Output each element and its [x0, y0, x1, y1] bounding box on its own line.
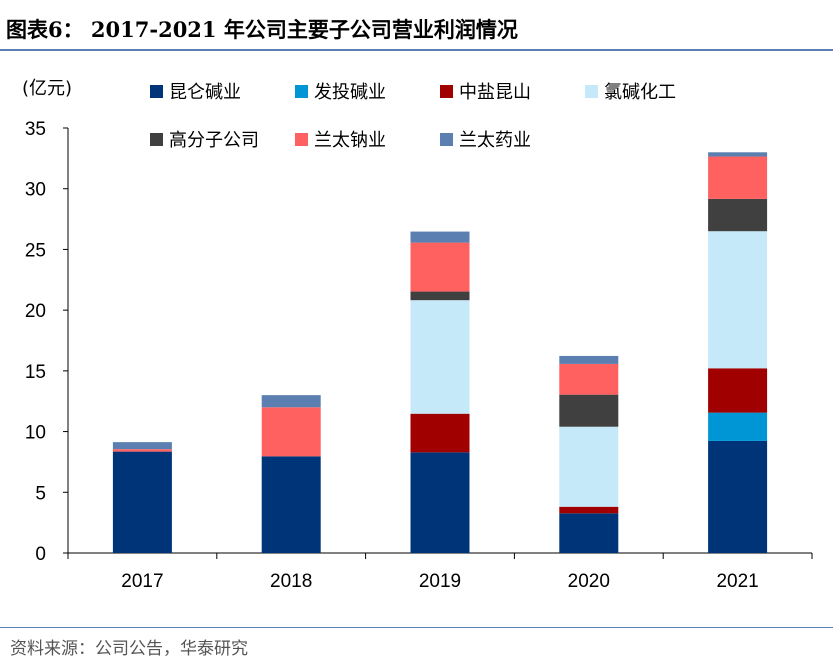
legend-item: 兰太钠业 [295, 126, 386, 152]
legend-label: 高分子公司 [169, 130, 259, 151]
bar-segment [261, 395, 321, 408]
y-axis-unit: (亿元) [22, 78, 73, 99]
source-note: 资料来源：公司公告，华泰研究 [10, 639, 248, 659]
bar-segment [559, 363, 619, 395]
legend-swatch [440, 132, 453, 146]
bar-segment [708, 152, 768, 157]
bar-segment [708, 440, 768, 553]
bar-segment [559, 506, 619, 514]
y-tick-label: 0 [35, 544, 46, 565]
bar-segment [410, 231, 470, 243]
y-tick-label: 20 [25, 301, 46, 322]
bar-segment [410, 300, 470, 414]
legend-item: 发投碱业 [295, 78, 386, 104]
y-tick-label: 15 [25, 362, 46, 383]
bar-segment [112, 451, 172, 553]
legend-item: 中盐昆山 [440, 78, 531, 104]
x-tick-label: 2021 [716, 571, 758, 592]
bar-segment [112, 449, 172, 452]
legend-label: 发投碱业 [314, 82, 386, 103]
x-tick-label: 2018 [270, 571, 312, 592]
bar-segment [559, 426, 619, 507]
legend-item: 高分子公司 [150, 126, 259, 152]
bar-segment [708, 231, 768, 369]
legend-swatch [150, 84, 163, 98]
x-tick-label: 2019 [419, 571, 461, 592]
bar-segment [559, 513, 619, 553]
bar-segment [708, 368, 768, 413]
legend-swatch [150, 132, 163, 146]
legend-item: 兰太药业 [440, 126, 531, 152]
legend-item: 氯碱化工 [585, 78, 676, 104]
y-tick-label: 30 [25, 180, 46, 201]
bar-segment [559, 394, 619, 427]
legend-label: 昆仑碱业 [169, 82, 241, 103]
bar-segment [410, 242, 470, 292]
title-divider [0, 49, 833, 51]
y-tick-label: 10 [25, 423, 46, 444]
legend-swatch [440, 84, 453, 98]
x-tick-label: 2020 [568, 571, 610, 592]
legend-label: 中盐昆山 [459, 82, 531, 103]
legend-swatch [295, 132, 308, 146]
y-tick-label: 25 [25, 240, 46, 261]
figure-title: 图表6： 2017-2021 年公司主要子公司营业利润情况 [6, 17, 518, 42]
footer-divider [0, 627, 833, 628]
stacked-bar-chart: 0 5 10 15 20 25 30 35 2017 2018 2019 2020 2021 [25, 119, 813, 592]
bar-segment [261, 407, 321, 457]
legend-item: 昆仑碱业 [150, 78, 241, 104]
bar-segment [112, 442, 172, 450]
legend-swatch [585, 84, 598, 98]
bar-segment [708, 198, 768, 232]
y-tick-label: 5 [35, 483, 46, 504]
y-tick-label: 35 [25, 119, 46, 140]
bar-segment [410, 291, 470, 301]
bar-segment [559, 355, 619, 364]
bar-segment [261, 456, 321, 553]
legend-label: 兰太药业 [459, 130, 531, 151]
x-tick-label: 2017 [121, 571, 163, 592]
legend-swatch [295, 84, 308, 98]
legend-label: 兰太钠业 [314, 130, 386, 151]
bar-segment [410, 413, 470, 453]
bar-segment [708, 156, 768, 199]
bar-segment [708, 412, 768, 441]
bar-segment [410, 452, 470, 553]
legend-label: 氯碱化工 [604, 82, 676, 103]
